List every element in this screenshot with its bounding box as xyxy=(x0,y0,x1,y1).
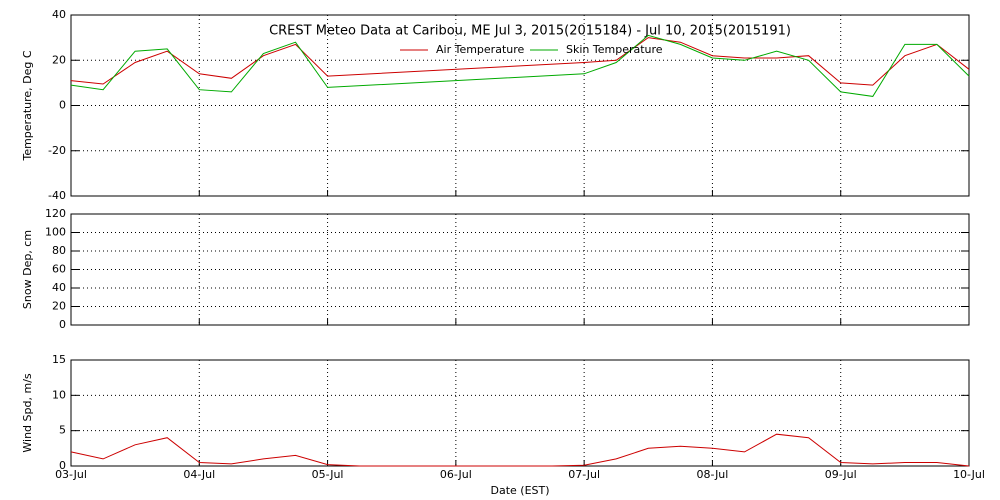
y-tick-label: 20 xyxy=(52,300,66,313)
x-tick-label: 06-Jul xyxy=(440,468,472,481)
x-tick-label: 09-Jul xyxy=(825,468,857,481)
x-tick-label: 04-Jul xyxy=(183,468,215,481)
series-line xyxy=(70,433,970,467)
y-axis-label: Snow Dep, cm xyxy=(21,230,34,309)
y-tick-label: -20 xyxy=(48,144,66,157)
chart-title: CREST Meteo Data at Caribou, ME Jul 3, 2… xyxy=(269,24,791,39)
plot-frame xyxy=(70,359,970,467)
y-tick-label: -40 xyxy=(48,189,66,202)
x-axis-label: Date (EST) xyxy=(490,484,549,497)
series-line xyxy=(70,34,970,97)
y-tick-label: 0 xyxy=(59,318,66,331)
y-tick-label: 0 xyxy=(59,459,66,472)
x-tick-label: 03-Jul xyxy=(55,468,87,481)
legend-label: Skin Temperature xyxy=(566,43,663,56)
y-tick-label: 10 xyxy=(52,388,66,401)
x-tick-label: 10-Jul xyxy=(953,468,985,481)
y-tick-label: 5 xyxy=(59,424,66,437)
y-tick-label: 0 xyxy=(59,99,66,112)
y-tick-label: 15 xyxy=(52,353,66,366)
y-tick-label: 20 xyxy=(52,53,66,66)
y-axis-label: Temperature, Deg C xyxy=(21,50,34,161)
y-tick-label: 100 xyxy=(45,226,66,239)
y-tick-label: 80 xyxy=(52,244,66,257)
y-tick-label: 120 xyxy=(45,207,66,220)
legend-label: Air Temperature xyxy=(436,43,525,56)
y-tick-label: 40 xyxy=(52,8,66,21)
x-tick-label: 08-Jul xyxy=(696,468,728,481)
x-tick-label: 05-Jul xyxy=(312,468,344,481)
y-axis-label: Wind Spd, m/s xyxy=(21,373,34,453)
x-tick-label: 07-Jul xyxy=(568,468,600,481)
y-tick-label: 60 xyxy=(52,263,66,276)
y-tick-label: 40 xyxy=(52,281,66,294)
